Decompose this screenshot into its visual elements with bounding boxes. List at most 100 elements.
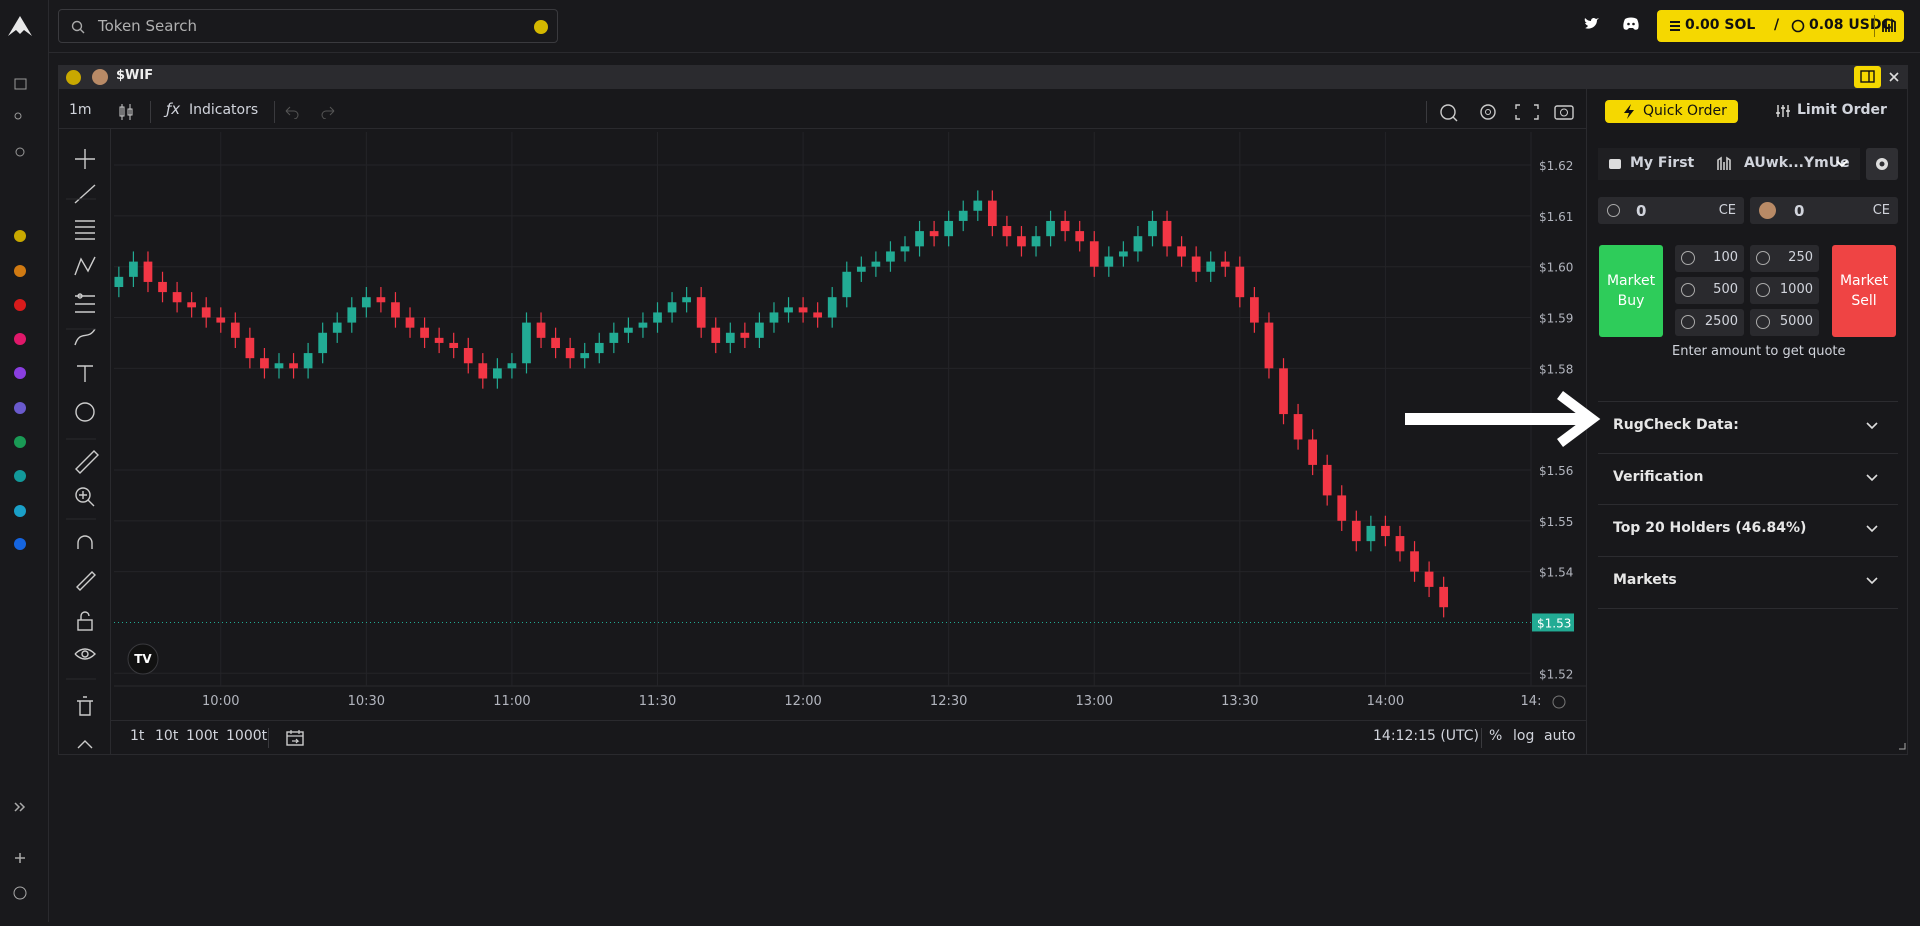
axis-settings[interactable] — [1552, 695, 1566, 709]
percent-toggle[interactable]: % — [1489, 728, 1503, 744]
color-dot[interactable] — [14, 265, 26, 277]
preset-value: 100 — [1713, 250, 1738, 265]
settings-button[interactable] — [1866, 148, 1898, 180]
candle-body — [900, 246, 910, 252]
twitter-icon[interactable] — [1584, 17, 1600, 31]
color-dot[interactable] — [14, 538, 26, 550]
divider — [1874, 15, 1875, 37]
y-tick-label: $1.60 — [1539, 261, 1573, 275]
color-dot[interactable] — [14, 367, 26, 379]
x-tick-label: 12:00 — [784, 694, 821, 709]
candle-body — [944, 220, 954, 237]
candle-body — [332, 322, 342, 333]
verification-section[interactable]: Verification — [1598, 453, 1898, 505]
resize-handle[interactable] — [1898, 742, 1906, 750]
sol-input[interactable]: 0 CE — [1598, 197, 1744, 224]
date-range-icon[interactable] — [285, 729, 305, 747]
range-100t[interactable]: 100t — [186, 728, 219, 744]
sell-preset[interactable]: 250 — [1750, 245, 1819, 272]
wallet-address[interactable]: AUwk...YmUe — [1744, 155, 1850, 171]
market-sell-button[interactable]: Market Sell — [1832, 245, 1896, 337]
candle-body — [813, 312, 823, 318]
candle-body — [565, 348, 575, 359]
rugcheck-section[interactable]: RugCheck Data: — [1598, 401, 1898, 453]
icon-settings[interactable] — [15, 147, 25, 157]
sell-preset[interactable]: 5000 — [1750, 309, 1819, 336]
candle-body — [1133, 236, 1143, 252]
candle-body — [755, 322, 764, 338]
buy-preset[interactable]: 2500 — [1675, 309, 1744, 336]
color-dot[interactable] — [14, 470, 26, 482]
candle-body — [1206, 261, 1216, 272]
quick-order-tab[interactable]: Quick Order — [1605, 100, 1738, 123]
color-dot[interactable] — [14, 299, 26, 311]
indicators-button[interactable]: Indicators — [189, 102, 259, 118]
x-tick-label: 11:00 — [493, 694, 530, 709]
token-input[interactable]: 0 CE — [1750, 197, 1898, 224]
wallet-name[interactable]: My First — [1630, 155, 1695, 171]
color-dot[interactable] — [14, 402, 26, 414]
icon-help[interactable] — [13, 886, 27, 900]
interval[interactable]: 1m — [69, 102, 92, 118]
candle-body — [653, 312, 662, 323]
x-tick-label: 14: — [1521, 694, 1542, 709]
candle-body — [1104, 256, 1114, 267]
holders-section[interactable]: Top 20 Holders (46.84%) — [1598, 504, 1898, 556]
candle-body — [391, 302, 400, 318]
color-dot[interactable] — [14, 230, 26, 242]
market-buy-label: Market Buy — [1606, 273, 1656, 309]
y-tick-label: $1.62 — [1539, 159, 1573, 173]
icon-add[interactable] — [15, 853, 25, 863]
buy-preset[interactable]: 500 — [1675, 277, 1744, 304]
candle-type-icon[interactable] — [118, 103, 134, 121]
candle-body — [303, 353, 313, 369]
candle-body — [740, 332, 750, 338]
close-button[interactable] — [1888, 71, 1900, 83]
wallet-button[interactable]: 0.00 SOL / 0.08 USDC — [1657, 10, 1904, 42]
sell-preset[interactable]: 1000 — [1750, 277, 1819, 304]
search-box[interactable]: Token Search — [58, 9, 558, 43]
market-buy-button[interactable]: Market Buy — [1599, 245, 1663, 337]
panel-toggle[interactable] — [1854, 66, 1881, 88]
logo[interactable] — [8, 16, 32, 36]
candle-body — [463, 348, 473, 364]
candle-body — [1279, 368, 1288, 415]
range-10t[interactable]: 10t — [155, 728, 179, 744]
tv-logo[interactable] — [127, 643, 159, 675]
color-dot[interactable] — [14, 505, 26, 517]
token-input-value: 0 — [1794, 202, 1805, 220]
current-price-tag — [1532, 613, 1574, 632]
candle-body — [129, 261, 138, 277]
chart-actions[interactable] — [1438, 101, 1578, 123]
range-1t[interactable]: 1t — [130, 728, 145, 744]
range-1000t[interactable]: 1000t — [226, 728, 268, 744]
candle-body — [827, 297, 837, 318]
markets-section[interactable]: Markets — [1598, 556, 1898, 609]
buy-preset[interactable]: 100 — [1675, 245, 1744, 272]
wallet-icon — [1882, 18, 1896, 32]
token-input-icon — [1759, 202, 1776, 219]
drawing-toolbar — [58, 129, 111, 755]
y-tick-label: $1.59 — [1539, 312, 1573, 326]
discord-icon[interactable] — [1622, 17, 1640, 31]
icon-users[interactable] — [14, 112, 22, 120]
undo-redo[interactable] — [282, 105, 342, 119]
drawing-tools[interactable] — [58, 129, 111, 755]
candle-body — [1439, 586, 1449, 608]
auto-toggle[interactable]: auto — [1544, 728, 1576, 744]
sidebar — [0, 0, 49, 922]
usdc-balance: 0.08 USDC — [1809, 17, 1892, 33]
candle-body — [856, 266, 866, 272]
candle-body — [711, 327, 721, 343]
candle-body — [1366, 525, 1376, 542]
icon-expand[interactable] — [14, 802, 26, 812]
y-tick-label: $1.58 — [1539, 362, 1573, 376]
fx-icon[interactable]: ƒx — [166, 100, 181, 118]
window-dot[interactable] — [66, 70, 81, 85]
icon-dashboard[interactable] — [14, 78, 27, 90]
color-dot[interactable] — [14, 436, 26, 448]
color-dot[interactable] — [14, 333, 26, 345]
limit-order-tab[interactable]: Limit Order — [1797, 102, 1887, 118]
log-toggle[interactable]: log — [1513, 728, 1535, 744]
candle-body — [987, 200, 997, 227]
